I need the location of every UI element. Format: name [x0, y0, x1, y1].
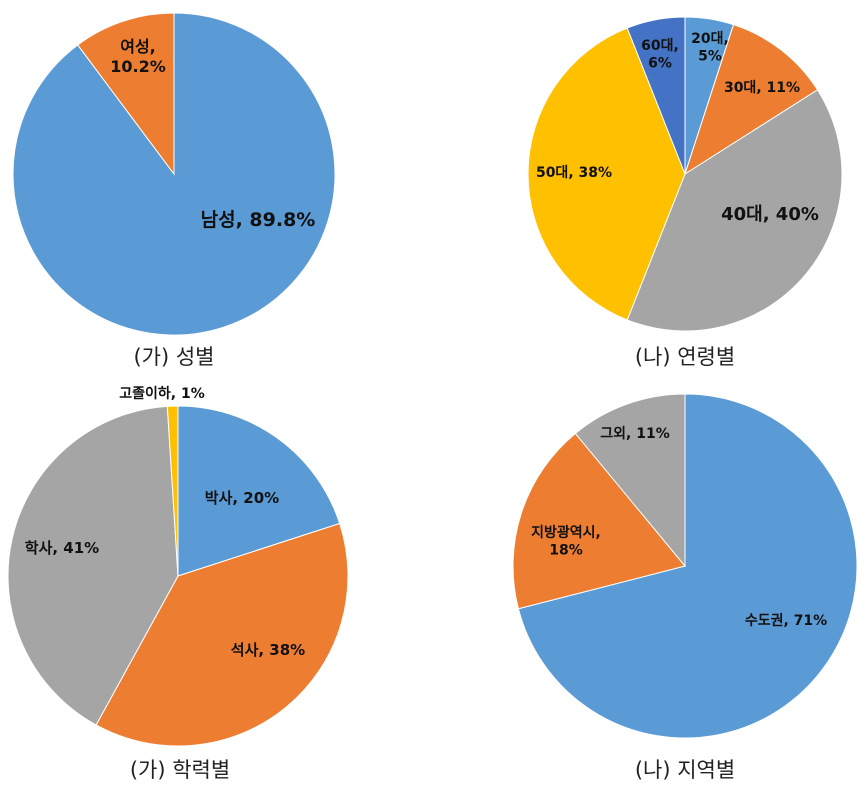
pie-slice — [684, 24, 819, 176]
pie-slice — [574, 393, 686, 568]
pie-slice — [77, 12, 175, 176]
chart-title-region: (나) 지역별 — [635, 758, 735, 782]
chart-title-education: (가) 학력별 — [130, 758, 230, 782]
pie-slice — [626, 16, 686, 175]
pie-data-label: 50대, 38% — [536, 165, 612, 181]
pie-data-label: 40대, 40% — [721, 204, 819, 225]
pie-slice — [626, 89, 843, 332]
region-pie-chart: 수도권, 71% 지방광역시, 18% 그외, 11% — [512, 393, 858, 739]
pie-data-label: 박사, 20% — [205, 489, 279, 507]
age-pie-chart: 20대, 5% 30대, 11% 40대, 40% 50대, 38% 60대, 6% — [527, 16, 843, 332]
pie-data-label: 여성, 10.2% — [110, 37, 166, 76]
chart-title-age: (나) 연령별 — [635, 345, 735, 369]
pie-data-label: 그외, 11% — [600, 425, 669, 442]
pie-data-label: 30대, 11% — [724, 80, 800, 96]
pie-slice — [517, 393, 858, 739]
chart-title-gender: (가) 성별 — [133, 345, 214, 369]
pie-data-label: 지방광역시, 18% — [531, 524, 601, 559]
pie-slice — [166, 405, 179, 577]
pie-data-label: 석사, 38% — [231, 641, 305, 659]
pie-data-label: 20대, 5% — [691, 31, 729, 65]
pie-slice — [7, 405, 179, 726]
pie-data-label: 수도권, 71% — [745, 613, 827, 629]
pie-data-label: 60대, 6% — [641, 38, 679, 72]
pie-slice — [95, 522, 349, 747]
pie-slice — [512, 432, 686, 610]
pie-data-label: 학사, 41% — [25, 539, 99, 557]
pie-slice — [177, 405, 341, 577]
pie-data-label: 고졸이하, 1% — [119, 385, 204, 402]
education-pie-chart: 박사, 20% 석사, 38% 학사, 41% 고졸이하, 1% — [7, 385, 349, 747]
pie-slice — [527, 27, 686, 321]
pie-data-label: 남성, 89.8% — [201, 209, 316, 231]
gender-pie-chart: 남성, 89.8% 여성, 10.2% — [12, 12, 336, 336]
